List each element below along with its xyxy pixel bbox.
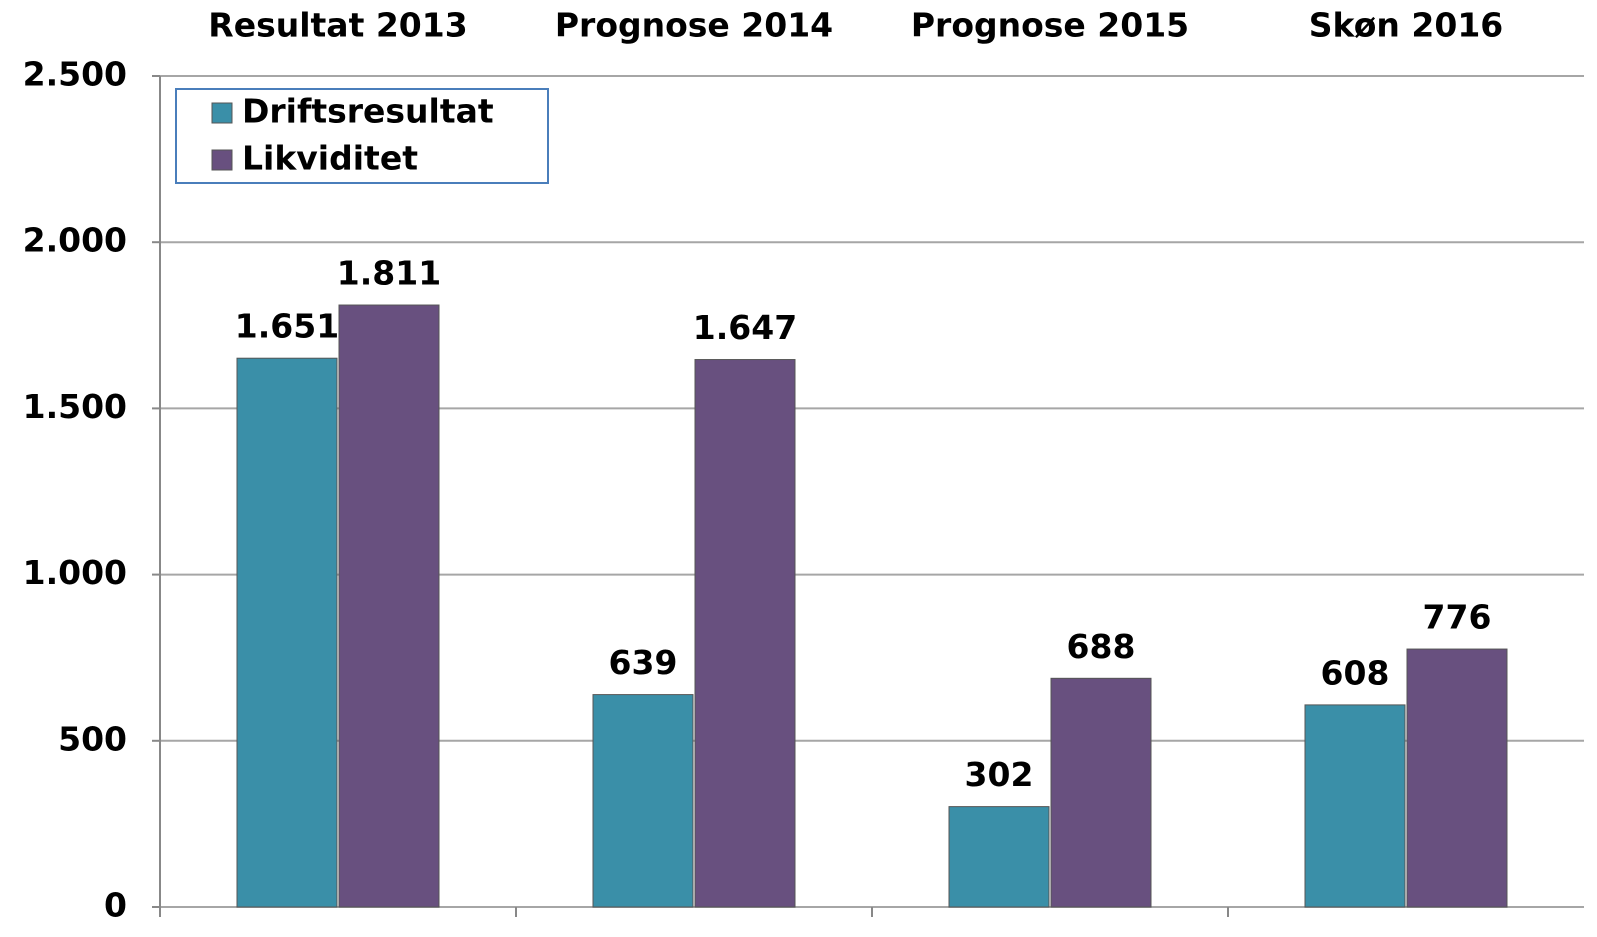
category-label: Prognose 2014 (555, 6, 833, 45)
bar (1406, 648, 1508, 908)
bar (694, 359, 796, 908)
y-tick-label: 0 (104, 886, 127, 925)
legend-box (175, 88, 549, 184)
bar (236, 357, 338, 908)
y-tick-label: 2.000 (23, 221, 127, 260)
data-label: 1.651 (235, 307, 339, 346)
data-label: 302 (965, 755, 1034, 794)
bar (1050, 677, 1152, 908)
category-label: Resultat 2013 (208, 6, 467, 45)
bar (592, 694, 694, 908)
category-label: Skøn 2016 (1309, 6, 1504, 45)
y-tick-label: 500 (58, 719, 127, 758)
bar (948, 806, 1050, 908)
y-tick-label: 2.500 (23, 55, 127, 94)
legend-swatch (211, 149, 233, 171)
y-tick-label: 1.500 (23, 387, 127, 426)
data-label: 608 (1321, 653, 1390, 692)
data-label: 1.647 (693, 308, 797, 347)
data-label: 688 (1067, 627, 1136, 666)
bar (338, 304, 440, 908)
data-label: 776 (1423, 598, 1492, 637)
category-label: Prognose 2015 (911, 6, 1189, 45)
legend-swatch (211, 102, 233, 124)
data-label: 1.811 (337, 254, 441, 293)
legend-label: Driftsresultat (242, 92, 494, 131)
y-tick-label: 1.000 (23, 553, 127, 592)
bar (1304, 704, 1406, 908)
legend-label: Likviditet (242, 139, 418, 178)
data-label: 639 (609, 643, 678, 682)
